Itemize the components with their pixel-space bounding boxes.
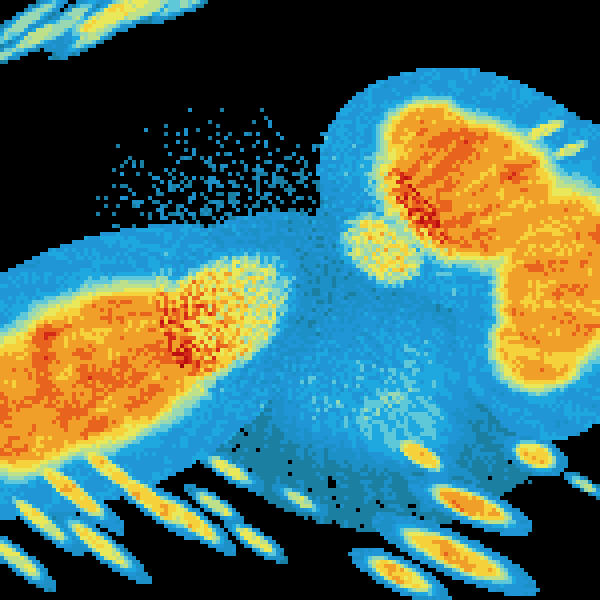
radar-display-stage [0,0,600,600]
radar-reflectivity-heatmap [0,0,600,600]
